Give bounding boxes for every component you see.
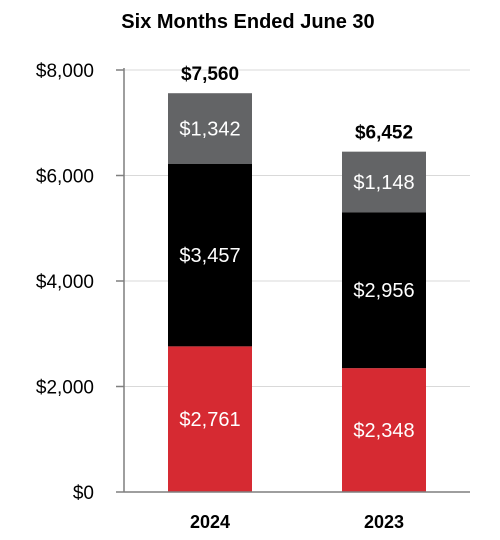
bar-total-label: $7,560 [181, 64, 239, 85]
bar-segment [342, 151, 426, 213]
y-tick-label: $6,000 [36, 167, 94, 188]
segment-value-label: $2,761 [179, 409, 240, 431]
segment-value-label: $1,342 [179, 119, 240, 141]
segment-value-label: $2,348 [353, 420, 414, 442]
segment-value-label: $3,457 [179, 245, 240, 267]
bars: $2,761 $3,457 $1,342 $7,560 $2,348 $2,956 $1,1… [168, 64, 426, 492]
segment-value-label: $2,956 [353, 280, 414, 302]
bar-segment [168, 164, 252, 347]
chart-title: Six Months Ended June 30 [121, 11, 374, 33]
bar-segment [342, 368, 426, 492]
bar-total-label: $6,452 [355, 123, 413, 144]
x-axis: 2024 2023 [124, 491, 470, 532]
y-tick-label: $4,000 [36, 272, 94, 293]
x-tick-label: 2023 [364, 512, 404, 532]
x-tick-label: 2024 [190, 512, 230, 532]
y-tick-label: $0 [73, 483, 94, 504]
y-tick-label: $2,000 [36, 378, 94, 399]
segment-value-label: $1,148 [353, 172, 414, 194]
bar-segment [168, 93, 252, 165]
y-tick-label: $8,000 [36, 61, 94, 82]
bar-segment [342, 212, 426, 369]
bar-segment [168, 346, 252, 492]
y-axis: $0 $2,000 $4,000 $6,000 $8,000 [36, 61, 125, 504]
